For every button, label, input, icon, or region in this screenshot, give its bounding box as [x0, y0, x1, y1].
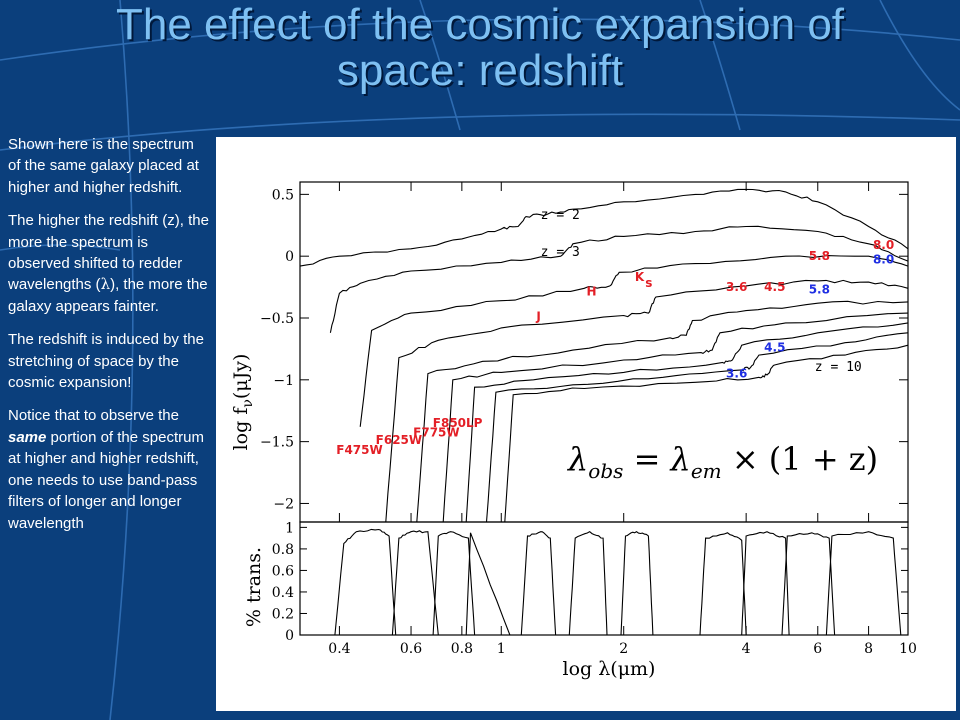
band-label: 3.6 — [726, 280, 747, 294]
y-axis-title-unit: (μJy) — [230, 354, 252, 400]
transmission-y-tick-label: 0.2 — [272, 606, 294, 622]
band-label: 8.0 — [873, 238, 894, 252]
x-tick-label: 8 — [864, 641, 873, 657]
emphasis-same: same — [8, 428, 47, 446]
filter-curve-5-8 — [781, 532, 836, 636]
spectrum-curve-z2 — [299, 188, 909, 267]
redshift-label: z = 3 — [541, 245, 580, 260]
band-label: 8.0 — [873, 253, 894, 267]
band-label: 4.5 — [764, 280, 785, 294]
filter-label: F775W — [413, 426, 459, 440]
transmission-y-tick-label: 1 — [285, 520, 294, 536]
filter-curve-ks — [620, 531, 654, 636]
x-tick-label: 10 — [899, 641, 917, 657]
spectrum-y-tick-label: 0.5 — [272, 187, 294, 203]
band-label: s — [645, 276, 652, 290]
redshift-label: z = 2 — [541, 208, 580, 223]
lambda-symbol: λ — [100, 275, 111, 294]
paragraph-spectrum: Shown here is the spectrum of the same g… — [8, 136, 199, 196]
filter-curve-f850lp — [465, 532, 511, 636]
filter-curve-3-6 — [699, 532, 747, 636]
formula-subscript-em: em — [691, 459, 722, 483]
formula-lambda-obs: λ — [566, 440, 588, 478]
x-tick-label: 4 — [742, 641, 751, 657]
filter-curve-f475w — [334, 528, 397, 636]
spectrum-curve-z3 — [329, 225, 909, 333]
paragraph-filters: Notice that to observe the same portion … — [8, 405, 210, 533]
transmission-y-tick-label: 0.6 — [272, 563, 294, 579]
formula-lambda-em: λ — [669, 440, 691, 478]
spectrum-curve-z4 — [359, 255, 909, 427]
spectrum-y-tick-label: −1.5 — [260, 435, 294, 451]
explanation-sidebar: Shown here is the spectrum of the same g… — [8, 134, 210, 546]
filter-curve-f625w — [391, 530, 439, 636]
filter-curve-h — [568, 531, 608, 636]
spectrum-curve-z5 — [385, 279, 909, 523]
filter-label: F850LP — [433, 416, 483, 430]
slide-title: The effect of the cosmic expansion of sp… — [0, 2, 960, 94]
x-tick-label: 2 — [619, 641, 628, 657]
transmission-plot-frame: 1 0.8 0.6 0.4 0.2 0 0.4 0.6 0.8 1 2 4 6 8 10 — [272, 520, 917, 657]
wavelength-x-axis-title: log λ(μm) — [563, 658, 656, 680]
filter-curves — [334, 528, 902, 636]
formula-subscript-obs: obs — [588, 459, 623, 483]
spectrum-y-axis-title: log fν(μJy) — [230, 354, 256, 451]
band-label: 5.8 — [809, 249, 830, 263]
x-axis-title-unit: (μm) — [610, 658, 655, 680]
paragraph-stretching: The redshift is induced by the stretchin… — [8, 331, 204, 392]
spectrum-y-tick-label: −1 — [273, 373, 294, 389]
x-tick-label: 0.6 — [400, 641, 422, 657]
transmission-y-tick-label: 0.8 — [272, 542, 294, 558]
spectrum-labels: z = 2 z = 3 z = 10 J H K s 3.6 4.5 5.8 8.08.0 5.8 4.… — [336, 208, 894, 457]
formula-equals: = — [623, 440, 670, 478]
spectrum-curves — [299, 188, 909, 523]
spectrum-y-tick-label: 0 — [285, 249, 294, 265]
band-label: H — [586, 285, 596, 299]
redshift-spectra-figure: 0.5 0 −0.5 −1 −1.5 −2 z = 2 z = 3 z = 10 J H K s 3.6… — [230, 181, 917, 680]
paragraph-redshift-wavelength: The higher the redshift (z), the more th… — [8, 210, 210, 317]
x-tick-label: 1 — [497, 641, 506, 657]
slide-title-line-2: space: redshift — [336, 46, 624, 95]
transmission-y-axis-title: % trans. — [243, 547, 265, 627]
band-label: 4.5 — [764, 340, 785, 354]
x-tick-label: 0.4 — [328, 641, 350, 657]
transmission-plot-border — [299, 521, 909, 636]
spectrum-curve-z7 — [442, 312, 909, 523]
spectrum-curve-z6 — [416, 300, 909, 523]
formula-rest: × (1 + z) — [722, 440, 879, 478]
spectrum-curve-z10 — [504, 344, 909, 523]
paragraph-filters-text-end: portion of the spectrum at higher and hi… — [8, 428, 204, 532]
filter-label: F475W — [336, 443, 382, 457]
paragraph-redshift-text-end: ), the more the galaxy appears fainter. — [8, 276, 208, 315]
filter-curve-4-5 — [741, 531, 790, 636]
paragraph-filters-text-start: Notice that to observe the — [8, 407, 179, 425]
transmission-y-tick-label: 0 — [285, 628, 294, 644]
filter-curve-f775w — [432, 531, 476, 636]
band-label: 5.8 — [809, 282, 830, 296]
slide-title-line-1: The effect of the cosmic expansion of — [115, 0, 845, 49]
spectrum-curve-z9 — [485, 332, 909, 523]
y-axis-title-main: log f — [230, 406, 252, 451]
x-axis-title-main: log λ — [563, 658, 611, 680]
band-label: J — [535, 309, 540, 323]
transmission-y-tick-label: 0.4 — [272, 585, 294, 601]
redshift-label: z = 10 — [815, 360, 862, 375]
band-label: K — [635, 270, 645, 284]
filter-label: F625W — [376, 433, 422, 447]
x-tick-label: 6 — [813, 641, 822, 657]
spectrum-y-tick-label: −2 — [273, 496, 294, 512]
spectrum-y-tick-label: −0.5 — [260, 311, 294, 327]
x-tick-label: 0.8 — [451, 641, 473, 657]
redshift-formula: λobs = λem × (1 + z) — [566, 440, 878, 483]
y-axis-title-subscript: ν — [240, 399, 256, 408]
paragraph-redshift-text-start: The higher the redshift (z), the more th… — [8, 212, 209, 294]
filter-curve-8-0 — [825, 531, 902, 636]
spectrum-curve-z8 — [465, 322, 909, 523]
band-label: 3.6 — [726, 366, 747, 380]
filter-curve-j — [520, 531, 557, 636]
